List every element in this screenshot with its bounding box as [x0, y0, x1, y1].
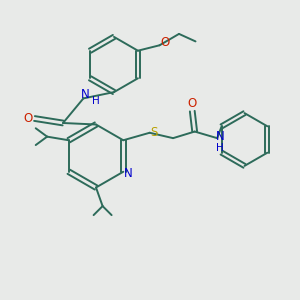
Text: O: O	[23, 112, 32, 125]
Text: O: O	[188, 97, 197, 110]
Text: O: O	[160, 36, 170, 49]
Text: N: N	[124, 167, 133, 180]
Text: H: H	[92, 96, 100, 106]
Text: H: H	[216, 143, 224, 153]
Text: S: S	[151, 126, 158, 139]
Text: N: N	[80, 88, 89, 101]
Text: N: N	[216, 130, 225, 143]
